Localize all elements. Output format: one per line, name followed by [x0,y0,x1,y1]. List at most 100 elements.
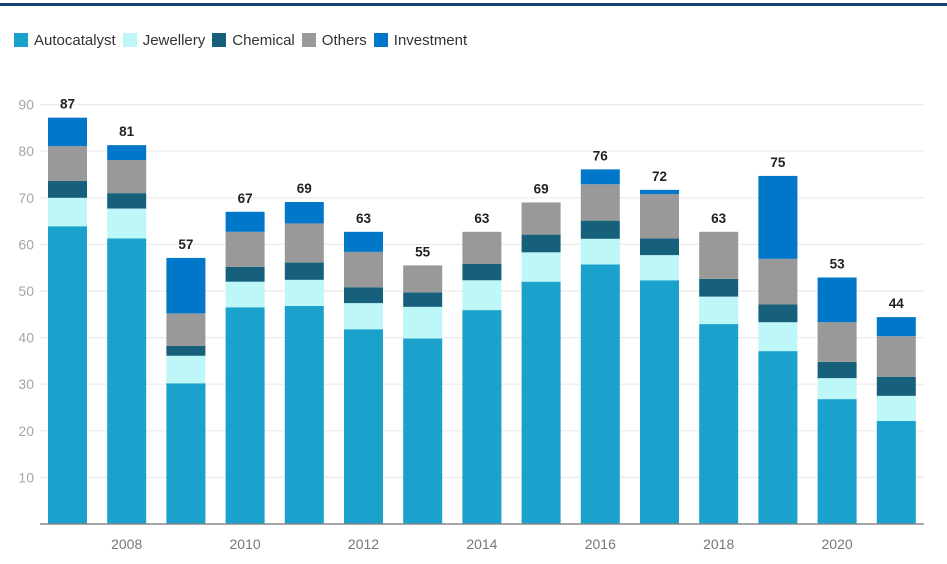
bar-2008[interactable] [107,145,147,525]
bar-segment-others[interactable] [462,231,502,264]
bar-segment-investment[interactable] [344,231,383,252]
bar-segment-autocatalyst[interactable] [699,324,739,524]
bar-segment-others[interactable] [758,258,798,305]
bar-segment-jewellery[interactable] [403,306,443,339]
bar-segment-autocatalyst[interactable] [462,310,502,524]
bar-segment-others[interactable] [225,231,265,267]
bar-segment-jewellery[interactable] [521,252,561,282]
y-tick-label: 10 [18,469,34,485]
bar-segment-chemical[interactable] [758,304,798,323]
bar-2013[interactable] [403,265,443,524]
bar-segment-jewellery[interactable] [344,303,383,330]
bar-segment-jewellery[interactable] [876,395,916,422]
bar-segment-chemical[interactable] [876,376,916,396]
bar-segment-investment[interactable] [758,175,798,259]
bar-segment-others[interactable] [107,160,147,194]
bar-segment-autocatalyst[interactable] [284,305,324,524]
bar-segment-chemical[interactable] [403,292,443,307]
bar-segment-others[interactable] [344,251,383,288]
bar-segment-autocatalyst[interactable] [580,264,620,524]
bar-2018[interactable] [699,231,739,524]
bar-segment-investment[interactable] [580,169,620,185]
bar-segment-chemical[interactable] [166,345,206,356]
bar-segment-chemical[interactable] [580,220,620,239]
bar-segment-jewellery[interactable] [107,208,147,239]
bar-segment-autocatalyst[interactable] [403,338,443,524]
bar-2007[interactable] [48,117,87,524]
bar-segment-investment[interactable] [166,257,206,314]
legend-label: Chemical [232,31,295,49]
bar-segment-investment[interactable] [640,189,679,195]
bar-segment-autocatalyst[interactable] [640,280,679,524]
bar-segment-jewellery[interactable] [284,279,324,306]
legend-item-chemical[interactable]: Chemical [212,32,295,49]
bar-segment-chemical[interactable] [462,263,502,281]
bar-segment-chemical[interactable] [699,278,739,297]
bar-segment-investment[interactable] [48,117,87,147]
bar-2020[interactable] [817,277,857,524]
bar-segment-jewellery[interactable] [640,255,679,281]
bar-2009[interactable] [166,257,206,524]
bar-segment-chemical[interactable] [284,262,324,280]
bar-segment-autocatalyst[interactable] [166,383,206,524]
bar-2012[interactable] [344,231,383,524]
bar-segment-others[interactable] [817,322,857,362]
y-tick-label: 30 [18,376,34,392]
bar-segment-others[interactable] [403,265,443,293]
bar-2017[interactable] [640,189,679,524]
bar-segment-autocatalyst[interactable] [817,399,857,524]
bar-segment-autocatalyst[interactable] [225,307,265,524]
bar-segment-investment[interactable] [225,211,265,232]
legend-item-autocatalyst[interactable]: Autocatalyst [14,32,116,49]
bar-segment-others[interactable] [521,202,561,235]
bar-segment-jewellery[interactable] [758,322,798,352]
legend-swatch-investment [373,33,388,47]
x-tick-label: 2012 [348,536,379,552]
bar-segment-others[interactable] [284,223,324,263]
bar-segment-jewellery[interactable] [48,197,87,227]
bar-2011[interactable] [284,201,324,524]
legend-item-others[interactable]: Others [301,32,367,49]
bar-segment-jewellery[interactable] [699,296,739,325]
bar-2021[interactable] [876,317,916,524]
total-label: 63 [474,211,490,226]
bar-2019[interactable] [758,175,798,524]
bar-2010[interactable] [225,211,265,524]
bar-segment-jewellery[interactable] [166,355,206,384]
bar-segment-autocatalyst[interactable] [876,421,916,524]
bar-segment-jewellery[interactable] [225,281,265,308]
bar-segment-others[interactable] [166,313,206,346]
bar-segment-others[interactable] [640,194,679,239]
bar-segment-investment[interactable] [876,317,916,337]
bar-segment-others[interactable] [699,231,739,279]
bar-segment-chemical[interactable] [225,266,265,282]
bar-segment-investment[interactable] [817,277,857,323]
bar-segment-chemical[interactable] [521,234,561,253]
bar-segment-others[interactable] [876,336,916,377]
bar-segment-autocatalyst[interactable] [344,329,383,524]
bar-segment-investment[interactable] [107,145,147,161]
legend-item-investment[interactable]: Investment [373,32,467,49]
bar-segment-chemical[interactable] [344,287,383,304]
bar-2016[interactable] [580,169,620,524]
bar-segment-autocatalyst[interactable] [48,226,87,524]
total-label: 63 [711,211,727,226]
bar-segment-chemical[interactable] [107,193,147,209]
legend-item-jewellery[interactable]: Jewellery [122,32,205,49]
bar-segment-others[interactable] [48,146,87,182]
bar-segment-jewellery[interactable] [462,280,502,311]
bar-segment-autocatalyst[interactable] [107,238,147,525]
bar-segment-autocatalyst[interactable] [758,351,798,524]
x-tick-label: 2010 [230,536,261,552]
bar-segment-jewellery[interactable] [817,378,857,400]
bar-segment-autocatalyst[interactable] [521,281,561,524]
bar-2015[interactable] [521,202,561,524]
bar-segment-chemical[interactable] [48,181,87,198]
y-tick-label: 20 [18,423,34,439]
bar-segment-others[interactable] [580,184,620,221]
bar-segment-investment[interactable] [284,201,324,224]
bar-segment-jewellery[interactable] [580,238,620,265]
bar-segment-chemical[interactable] [817,361,857,379]
bar-2014[interactable] [462,231,502,524]
bar-segment-chemical[interactable] [640,238,679,256]
